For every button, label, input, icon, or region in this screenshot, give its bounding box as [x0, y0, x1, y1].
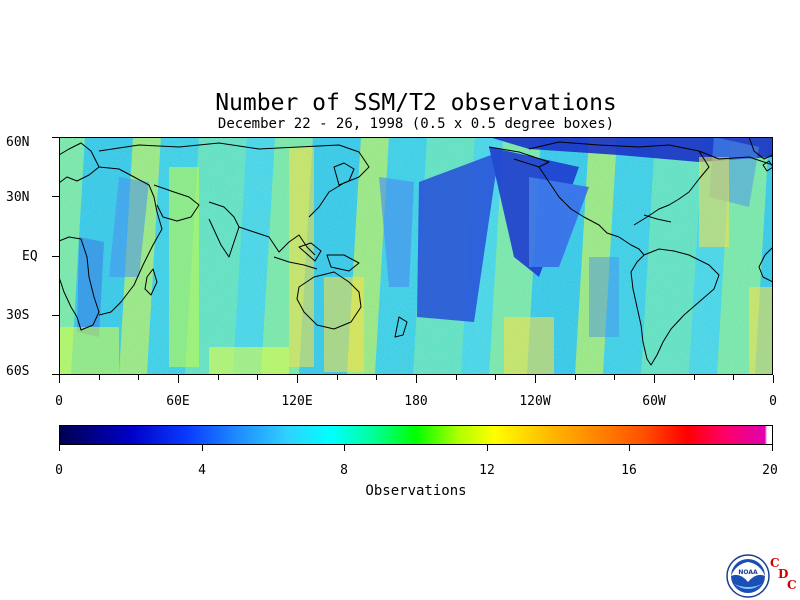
north-america-west [538, 166, 620, 238]
map-title: Number of SSM/T2 observations [215, 90, 617, 116]
colorbar-label-8: 8 [340, 463, 348, 478]
colorbar-tick-16 [629, 445, 630, 451]
lat-label-60n: 60N [6, 135, 30, 150]
lat-label-eq: EQ [22, 249, 38, 264]
madagascar [144, 268, 158, 296]
colorbar-tick-20 [772, 445, 773, 451]
lon-label-60e: 60E [166, 394, 190, 409]
new-zealand [394, 316, 408, 338]
high-count-zones [59, 147, 773, 375]
lat-label-30s: 30S [6, 308, 30, 323]
noise-texture [59, 137, 773, 375]
cdc-letter-c2: C [787, 578, 797, 592]
pacific-swath-3 [529, 177, 589, 267]
lat-ticks [52, 137, 59, 375]
colorbar-tick-0 [59, 445, 60, 451]
zone-1 [169, 167, 199, 367]
atlantic-swath [589, 257, 619, 337]
zone-5 [504, 317, 554, 375]
lat-label-30n: 30N [6, 190, 30, 205]
colorbar [59, 425, 773, 445]
africa-coast [59, 236, 100, 331]
indonesia-2 [298, 242, 322, 262]
japan [333, 162, 355, 186]
arabia [153, 184, 200, 222]
caribbean [643, 214, 672, 223]
coastlines [59, 137, 773, 366]
colorbar-tick-4 [202, 445, 203, 451]
lon-label-120w: 120W [519, 394, 551, 409]
colorbar-title: Observations [365, 483, 467, 499]
asia-north [98, 142, 370, 218]
colorbar-tick-8 [344, 445, 345, 451]
colorbar-label-16: 16 [621, 463, 637, 478]
pacific-swath-1 [417, 152, 499, 322]
zone-8 [209, 347, 289, 375]
noaa-emblem-icon: NOAA [726, 554, 770, 598]
noaa-text: NOAA [738, 569, 758, 576]
alaska [488, 146, 550, 168]
lon-label-0-east: 0 [769, 394, 777, 409]
colorbar-label-12: 12 [479, 463, 495, 478]
colorbar-label-4: 4 [198, 463, 206, 478]
low-count-swaths [77, 137, 773, 337]
map-svg [59, 137, 773, 375]
new-guinea [326, 254, 360, 272]
central-america [618, 236, 645, 256]
zone-6 [699, 157, 729, 247]
india [208, 201, 240, 258]
indonesia-1 [273, 256, 318, 270]
colorbar-tick-12 [487, 445, 488, 451]
lon-label-180: 180 [404, 394, 428, 409]
pacific-swath-4 [379, 177, 414, 287]
colorbar-label-20: 20 [762, 463, 778, 478]
cdc-letter-c: C [770, 556, 780, 570]
africa-swath-1 [109, 177, 149, 277]
observation-map [59, 137, 773, 375]
lon-label-120e: 120E [281, 394, 313, 409]
zone-7 [749, 287, 773, 375]
greenland [748, 137, 773, 160]
australia [296, 271, 362, 330]
north-america [528, 141, 773, 166]
map-border [59, 137, 773, 375]
map-subtitle: December 22 - 26, 1998 (0.5 x 0.5 degree… [217, 116, 615, 132]
lat-label-60s: 60S [6, 364, 30, 379]
zone-4 [59, 327, 119, 375]
south-america [630, 248, 720, 366]
colorbar-label-0: 0 [55, 463, 63, 478]
noaa-cdc-logo: NOAA C D C [726, 552, 798, 598]
cdc-letter-d: D [778, 567, 789, 581]
lon-label-60w: 60W [642, 394, 666, 409]
lon-label-0: 0 [55, 394, 63, 409]
africa-swath-2 [77, 237, 104, 337]
lon-ticks [59, 375, 774, 383]
east-atlantic [758, 246, 773, 283]
north-america-east [633, 150, 710, 226]
iceland [762, 160, 773, 172]
africa-north [98, 166, 163, 316]
